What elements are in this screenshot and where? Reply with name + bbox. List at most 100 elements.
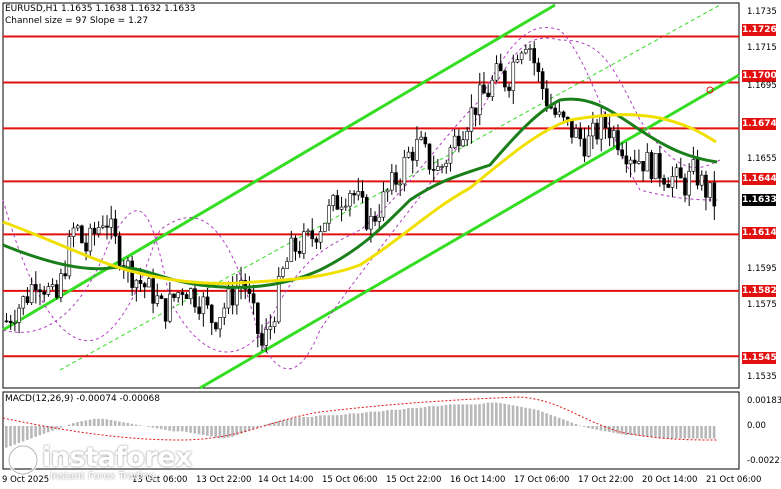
macd-bar bbox=[704, 426, 708, 439]
candle-body bbox=[553, 107, 557, 115]
candle-body bbox=[243, 280, 248, 290]
level-label: 1.1545 bbox=[742, 352, 777, 364]
candle-body bbox=[84, 242, 88, 252]
macd-bar bbox=[231, 426, 234, 437]
candle-body bbox=[255, 302, 260, 334]
candle-body bbox=[142, 283, 147, 288]
macd-bar bbox=[285, 419, 289, 426]
macd-bar bbox=[130, 423, 134, 426]
candle-body bbox=[281, 268, 285, 277]
candle-body bbox=[4, 320, 9, 323]
macd-bar bbox=[524, 407, 527, 426]
channel-info: Channel size = 97 Slope = 1.27 bbox=[5, 16, 149, 26]
macd-bar bbox=[465, 404, 469, 426]
macd-bar bbox=[222, 426, 226, 439]
macd-bar bbox=[235, 426, 238, 436]
level-label: 1.1726 bbox=[742, 24, 777, 36]
candle-body bbox=[712, 182, 717, 207]
candle-body bbox=[599, 116, 604, 140]
macd-bar bbox=[411, 408, 414, 426]
candle-body bbox=[540, 71, 545, 90]
candle-body bbox=[101, 225, 105, 228]
macd-tick: 0.00 bbox=[747, 421, 766, 431]
candle-body bbox=[503, 70, 507, 88]
candle-body bbox=[486, 92, 490, 98]
candle-body bbox=[574, 128, 578, 138]
candle-body bbox=[524, 49, 528, 54]
macd-bar bbox=[356, 413, 360, 426]
candle-body bbox=[188, 288, 193, 299]
macd-bar bbox=[444, 404, 448, 426]
candle-body bbox=[310, 230, 315, 240]
macd-bar bbox=[453, 404, 456, 426]
macd-bar bbox=[532, 409, 536, 426]
candle-body bbox=[293, 237, 298, 252]
level-label: 1.1582 bbox=[742, 285, 777, 297]
candle-body bbox=[448, 147, 453, 164]
candle-body bbox=[176, 292, 181, 298]
candle-body bbox=[352, 193, 356, 196]
macd-bar bbox=[603, 426, 607, 432]
instaforex-logo-icon bbox=[7, 444, 39, 476]
candle-body bbox=[71, 227, 76, 237]
x-tick: 16 Oct 14:00 bbox=[450, 475, 506, 485]
macd-bar bbox=[344, 414, 347, 426]
candle-body bbox=[591, 122, 595, 137]
candle-body bbox=[230, 288, 235, 306]
macd-bar bbox=[658, 426, 661, 438]
macd-bar bbox=[273, 421, 276, 426]
candle-body bbox=[427, 143, 432, 170]
candle-body bbox=[151, 278, 155, 304]
candle-body bbox=[402, 157, 407, 185]
macd-bar bbox=[369, 411, 372, 426]
candle-body bbox=[75, 225, 80, 229]
candle-body bbox=[423, 136, 428, 145]
macd-bar bbox=[608, 426, 611, 433]
macd-bar bbox=[436, 406, 439, 426]
macd-bar bbox=[624, 426, 628, 435]
level-label: 1.1700 bbox=[742, 70, 777, 82]
candle-body bbox=[544, 88, 549, 107]
candle-body bbox=[436, 166, 440, 171]
macd-histogram bbox=[5, 402, 716, 448]
macd-bar bbox=[185, 426, 188, 432]
candle-body bbox=[410, 151, 415, 161]
candle-body bbox=[247, 288, 252, 295]
macd-bar bbox=[168, 426, 171, 431]
x-tick: 9 Oct 2025 bbox=[2, 475, 50, 485]
candle-body bbox=[511, 61, 516, 91]
macd-bar bbox=[319, 415, 322, 426]
macd-bar bbox=[247, 426, 251, 431]
candle-body bbox=[444, 162, 449, 167]
candle-body bbox=[172, 293, 176, 298]
candle-body bbox=[498, 63, 503, 72]
brand-tagline: Instant Forex Trading bbox=[50, 471, 156, 482]
candle-body bbox=[327, 205, 331, 224]
candle-body bbox=[88, 227, 93, 252]
macd-bar bbox=[620, 426, 624, 435]
y-tick: 1.1575 bbox=[747, 300, 777, 310]
macd-bar bbox=[46, 426, 50, 433]
macd-bar bbox=[243, 426, 247, 433]
macd-bar bbox=[72, 423, 75, 426]
candle-body bbox=[159, 295, 164, 299]
candle-body bbox=[117, 235, 122, 266]
macd-bar bbox=[469, 404, 473, 426]
x-tick: 13 Oct 22:00 bbox=[196, 475, 252, 485]
macd-bar bbox=[545, 413, 548, 426]
macd-bar bbox=[159, 426, 163, 430]
macd-bar bbox=[13, 426, 16, 445]
macd-signal-line bbox=[2, 396, 718, 441]
candle-body bbox=[708, 182, 712, 198]
macd-bar bbox=[189, 426, 192, 433]
macd-bar bbox=[5, 426, 8, 448]
macd-bar bbox=[666, 426, 670, 439]
macd-bar bbox=[256, 426, 259, 428]
candle-body bbox=[348, 193, 352, 207]
macd-bar bbox=[641, 426, 645, 437]
candle-body bbox=[377, 216, 382, 222]
y-tick: 1.1715 bbox=[747, 43, 777, 53]
candle-body bbox=[649, 152, 654, 180]
candle-body bbox=[276, 276, 281, 323]
